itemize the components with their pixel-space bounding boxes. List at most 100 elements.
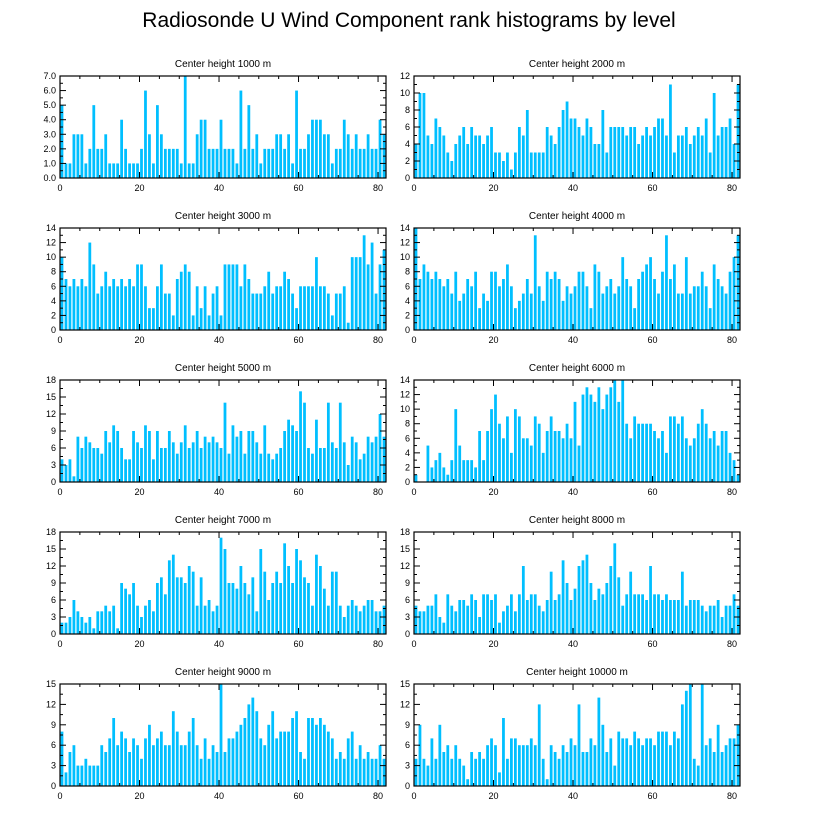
panel7-bar-4 bbox=[72, 600, 76, 634]
panel10-ytick-label: 3 bbox=[405, 761, 410, 771]
panel7-bar-63 bbox=[307, 583, 310, 634]
panel8-bar-74 bbox=[704, 611, 708, 634]
panel1-xtick-label: 80 bbox=[373, 183, 383, 193]
panel3-bar-52 bbox=[263, 286, 267, 330]
panel10-ytick-label: 0 bbox=[405, 781, 410, 791]
panel9-bar-5 bbox=[76, 765, 80, 786]
panel3-bar-64 bbox=[311, 286, 314, 330]
panel4-bar-10 bbox=[450, 293, 454, 330]
panel6-bar-51 bbox=[613, 380, 617, 482]
panel5-bar-25 bbox=[156, 431, 159, 482]
panel6-bar-37 bbox=[557, 431, 561, 482]
panel2-ytick-label: 10 bbox=[400, 88, 410, 98]
panel6-bar-22 bbox=[498, 423, 501, 482]
panel1-bar-16 bbox=[120, 119, 124, 178]
panel6-bar-42 bbox=[577, 445, 581, 482]
panel1-bar-20 bbox=[136, 163, 139, 178]
panel4-bar-45 bbox=[589, 308, 593, 330]
panel2-bar-33 bbox=[541, 152, 545, 178]
panel1-bar-68 bbox=[326, 134, 330, 178]
panel9-bar-56 bbox=[279, 731, 283, 786]
panel8-bar-50 bbox=[609, 566, 613, 634]
panel9-bar-80 bbox=[374, 758, 378, 786]
panel5-ytick-label: 6 bbox=[51, 443, 56, 453]
panel7-bar-59 bbox=[291, 583, 294, 634]
panel7-bar-66 bbox=[319, 566, 322, 634]
panel3-bar-22 bbox=[144, 286, 147, 330]
panel9-bar-31 bbox=[179, 745, 183, 786]
panel2-ytick-label: 2 bbox=[405, 156, 410, 166]
panel10-bar-80 bbox=[728, 738, 732, 786]
panel4-bar-43 bbox=[581, 271, 585, 330]
panel6-xtick-label: 20 bbox=[489, 487, 499, 497]
panel10-bar-7 bbox=[438, 724, 442, 786]
panel7-bar-72 bbox=[342, 617, 346, 634]
panel9-bar-52 bbox=[263, 745, 267, 786]
panel4-bar-49 bbox=[605, 286, 609, 330]
panel3-bar-70 bbox=[334, 293, 338, 330]
panel5-bar-10 bbox=[96, 448, 100, 482]
panel8-bar-64 bbox=[665, 594, 668, 634]
panel7-bar-41 bbox=[219, 537, 223, 634]
panel2-bar-63 bbox=[661, 118, 664, 178]
panel6-bar-59 bbox=[645, 423, 648, 482]
panel2-bar-60 bbox=[649, 135, 652, 178]
panel1-bar-74 bbox=[350, 148, 354, 178]
panel4-bar-17 bbox=[478, 308, 481, 330]
panel10-bar-46 bbox=[593, 745, 597, 786]
panel5-bar-18 bbox=[128, 459, 131, 482]
panel8-bar-33 bbox=[541, 611, 545, 634]
panel3-bar-57 bbox=[283, 271, 287, 330]
panel5-xtick-label: 20 bbox=[135, 487, 145, 497]
panel7-ytick-label: 6 bbox=[51, 595, 56, 605]
panel2-bar-10 bbox=[450, 161, 454, 178]
panel9-bar-12 bbox=[104, 752, 108, 786]
panel2-bar-11 bbox=[454, 144, 458, 178]
panel4-bar-29 bbox=[525, 279, 529, 330]
panel8-bar-66 bbox=[673, 600, 676, 634]
panel7-bar-71 bbox=[338, 605, 342, 634]
panel1-bar-10 bbox=[96, 148, 100, 178]
panel8-bar-81 bbox=[732, 594, 736, 634]
panel1-bar-24 bbox=[152, 163, 155, 178]
panel2-bar-49 bbox=[605, 152, 609, 178]
panel1-bar-15 bbox=[116, 163, 120, 178]
figure-title: Radiosonde U Wind Component rank histogr… bbox=[142, 9, 676, 32]
panel4-xtick-label: 20 bbox=[489, 335, 499, 345]
panel7-bar-7 bbox=[84, 622, 88, 634]
panel1-bar-44 bbox=[231, 148, 235, 178]
panel5-bar-29 bbox=[171, 442, 175, 482]
panel3-bar-35 bbox=[195, 286, 199, 330]
panel2-bar-16 bbox=[474, 135, 478, 178]
panel1-bar-63 bbox=[307, 134, 310, 178]
panel6-bar-50 bbox=[609, 387, 613, 482]
panel1-bar-77 bbox=[362, 148, 366, 178]
panel7-bar-50 bbox=[255, 611, 259, 634]
panel9-bar-33 bbox=[187, 731, 191, 786]
panel10-bar-79 bbox=[724, 745, 728, 786]
panel10-bar-67 bbox=[676, 738, 680, 786]
panel6-ytick-label: 4 bbox=[405, 448, 410, 458]
panel6-bar-47 bbox=[597, 387, 601, 482]
panel8-bar-71 bbox=[692, 600, 696, 634]
panel4-bar-51 bbox=[613, 293, 617, 330]
panel6-bar-81 bbox=[732, 460, 736, 482]
panel9-bar-60 bbox=[295, 711, 298, 786]
panel3-bar-10 bbox=[96, 293, 100, 330]
panel1-bar-9 bbox=[92, 105, 96, 178]
panel6-ytick-label: 6 bbox=[405, 433, 410, 443]
panel9-ytick-label: 15 bbox=[46, 679, 56, 689]
panel5-bar-66 bbox=[319, 448, 322, 482]
panel3-bar-49 bbox=[251, 293, 255, 330]
panel6-bar-69 bbox=[684, 438, 688, 482]
panel6-bar-67 bbox=[676, 423, 680, 482]
panel2-bar-47 bbox=[597, 144, 601, 178]
panel6-bar-77 bbox=[716, 445, 720, 482]
panel10-bar-18 bbox=[482, 758, 485, 786]
panel4-bar-27 bbox=[517, 300, 521, 330]
panel4-bar-75 bbox=[708, 308, 712, 330]
panel8-bar-42 bbox=[577, 566, 581, 634]
panel5-bar-40 bbox=[215, 442, 219, 482]
panel8-bar-60 bbox=[649, 566, 652, 634]
panel4-bar-62 bbox=[657, 293, 660, 330]
